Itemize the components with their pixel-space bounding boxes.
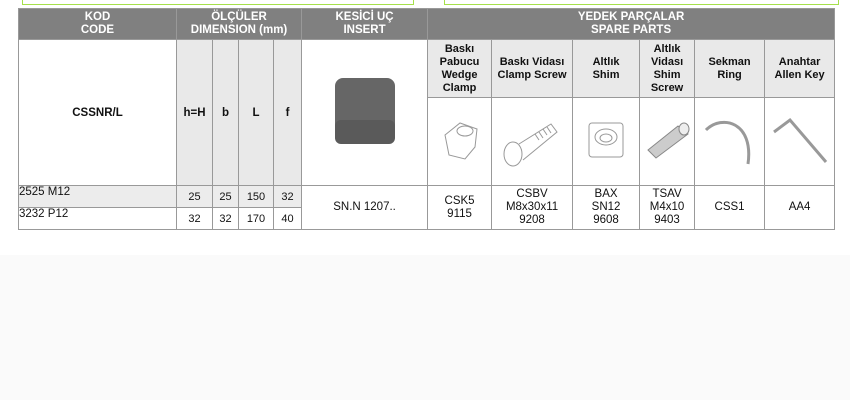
- part-code-wedge-clamp: CSK5 9115: [427, 185, 493, 230]
- part-code-ring: CSS1: [694, 185, 766, 230]
- green-outline-box: [22, 0, 414, 5]
- wedge-clamp-icon: [443, 122, 478, 160]
- wedge-clamp-image: [427, 97, 493, 186]
- shim-screw-icon: [647, 122, 690, 159]
- allen-key-icon: [772, 117, 827, 163]
- part-code-clamp-screw: CSBV M8x30x11 9208: [491, 185, 574, 230]
- allen-key-image: [764, 97, 836, 186]
- header-insert: KESİCİ UÇ INSERT: [301, 8, 429, 40]
- shim-screw-image: [639, 97, 696, 186]
- part-code-shim: BAX SN12 9608: [572, 185, 641, 230]
- clamp-screw-image: [491, 97, 574, 186]
- product-table: KOD CODE ÖLÇÜLER DIMENSION (mm) KESİCİ UÇ I…: [18, 8, 836, 230]
- dim-col-b: b: [212, 39, 239, 186]
- part-name-allen-key: Anahtar Allen Key: [764, 39, 836, 98]
- green-outline-box: [444, 0, 839, 5]
- part-name-wedge-clamp: Baskı Pabucu Wedge Clamp: [427, 39, 493, 98]
- part-name-shim: Altlık Shim: [572, 39, 641, 98]
- part-name-shim-screw: Altlık Vidası Shim Screw: [639, 39, 696, 98]
- shim-image: [572, 97, 641, 186]
- header-dimension: ÖLÇÜLER DIMENSION (mm): [175, 8, 303, 40]
- insert-icon: [334, 78, 395, 144]
- row-l: 170: [238, 207, 274, 230]
- row-code: 3232 P12: [18, 207, 177, 230]
- row-h: 32: [176, 207, 213, 230]
- shim-icon: [588, 122, 624, 158]
- code-name: CSSNR/L: [18, 39, 177, 186]
- row-code: 2525 M12: [18, 185, 177, 208]
- insert-image: [301, 39, 429, 186]
- header-spare-parts: YEDEK PARÇALAR SPARE PARTS: [427, 8, 836, 40]
- part-code-shim-screw: TSAV M4x10 9403: [639, 185, 696, 230]
- dim-col-l: L: [238, 39, 274, 186]
- part-name-ring: Sekman Ring: [694, 39, 766, 98]
- part-name-clamp-screw: Baskı Vidası Clamp Screw: [491, 39, 574, 98]
- header-code: KOD CODE: [18, 8, 177, 40]
- row-f: 40: [272, 207, 303, 230]
- row-f: 32: [272, 185, 303, 208]
- clamp-screw-icon: [503, 123, 558, 167]
- row-b: 25: [212, 185, 239, 208]
- part-code-allen-key: AA4: [764, 185, 836, 230]
- insert-code: SN.N 1207..: [301, 185, 429, 230]
- dim-col-h: h=H: [176, 39, 213, 186]
- row-b: 32: [212, 207, 239, 230]
- ring-image: [694, 97, 766, 186]
- row-h: 25: [176, 185, 213, 208]
- dim-col-f: f: [272, 39, 303, 186]
- ring-icon: [704, 120, 750, 165]
- table-row: 3232 P12 32 32 170 40: [18, 207, 835, 230]
- table-row: 2525 M12 25 25 150 32 SN.N 1207.. CSK5 91…: [18, 185, 836, 230]
- row-l: 150: [238, 185, 274, 208]
- page-background-lower: [0, 255, 850, 400]
